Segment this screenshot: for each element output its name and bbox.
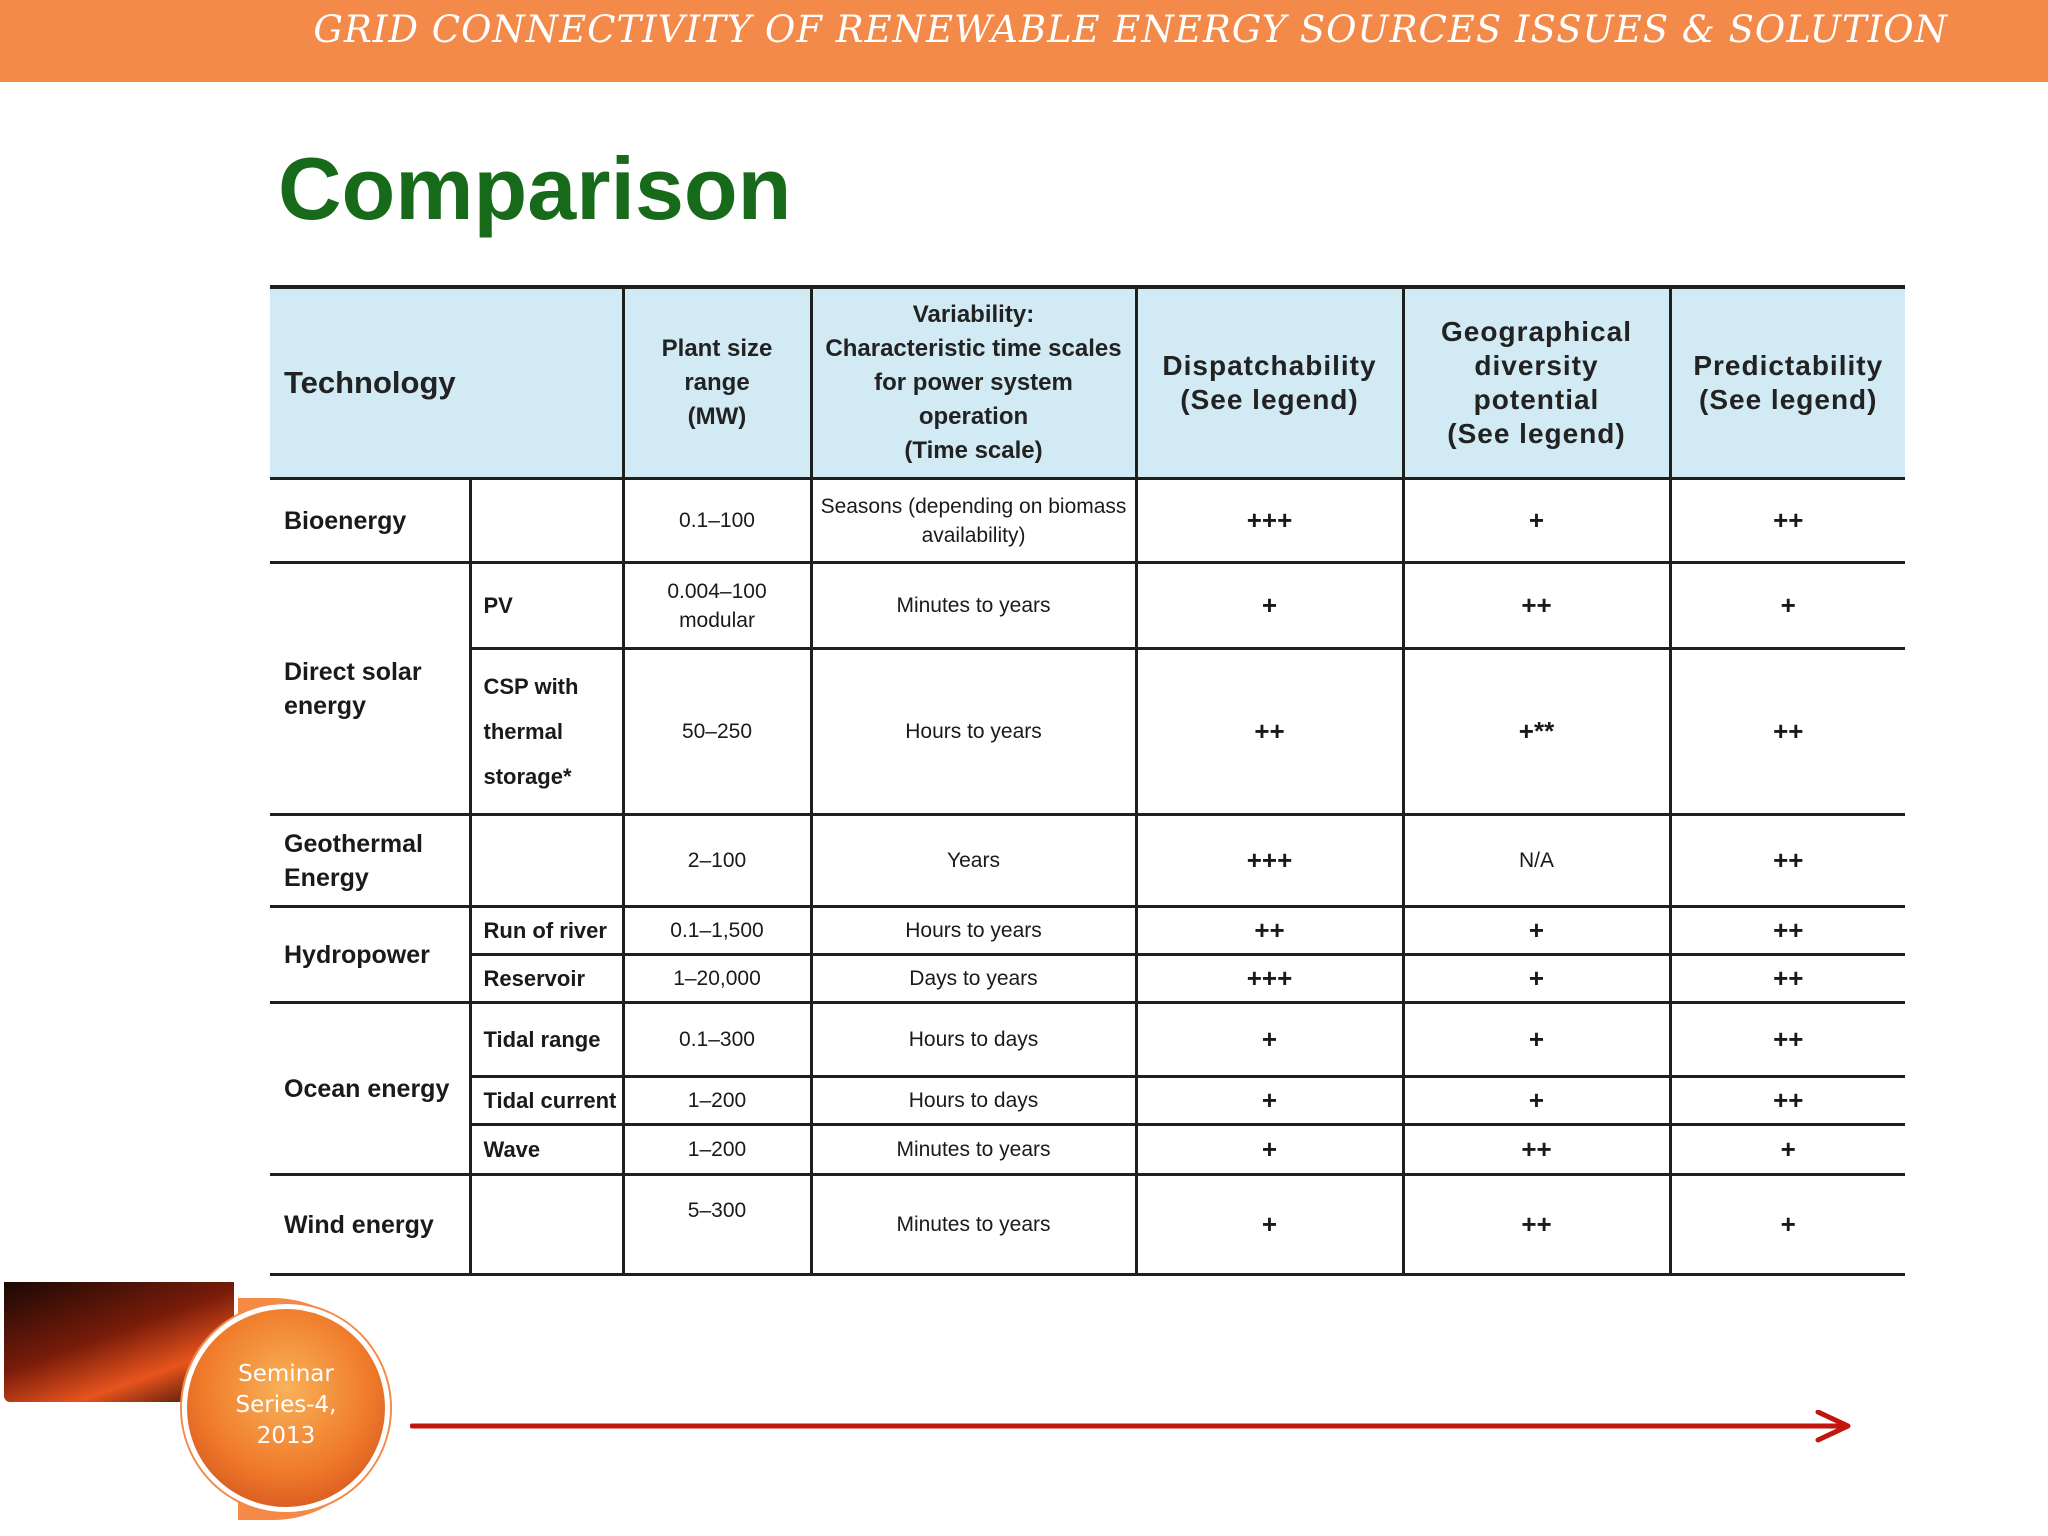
- plant-size-cell: 1–20,000: [623, 953, 813, 1004]
- predictability-cell: +: [1670, 1123, 1905, 1176]
- badge-line: Seminar: [238, 1361, 334, 1387]
- variability-cell: Minutes to years: [811, 1123, 1138, 1176]
- timeline-arrow-icon: [410, 1410, 1851, 1443]
- table-row: Wind energy 5–300 Minutes to years + ++ …: [270, 1173, 1905, 1276]
- badge-line: 2013: [256, 1423, 316, 1449]
- dispatchability-cell: +: [1136, 1075, 1405, 1126]
- table-header-row: Technology Plant size range (MW) Variabil…: [270, 285, 1905, 480]
- variability-cell: Seasons (depending on biomass availabilit…: [811, 477, 1138, 564]
- tech-geothermal: Geothermal Energy: [270, 813, 472, 908]
- plant-size-cell: 1–200: [623, 1075, 813, 1126]
- plant-size-cell: 0.1–100: [623, 477, 813, 564]
- comparison-table: Technology Plant size range (MW) Variabil…: [270, 285, 1905, 1276]
- header-technology: Technology: [270, 285, 625, 480]
- header-variability: Variability: Characteristic time scales fo…: [811, 285, 1138, 480]
- table-row: Hydropower Run of river 0.1–1,500 Hours …: [270, 905, 1905, 1004]
- variability-cell: Minutes to years: [811, 1173, 1138, 1276]
- geo-diversity-cell: +: [1403, 1001, 1672, 1078]
- subtech-wave: Wave: [470, 1123, 625, 1176]
- table-row: Direct solar energy PV 0.004–100 modular M…: [270, 561, 1905, 816]
- geo-diversity-cell: ++: [1403, 1123, 1672, 1176]
- plant-size-cell: 0.1–300: [623, 1001, 813, 1078]
- table-row: Wave 1–200 Minutes to years + ++ +: [270, 1123, 1905, 1176]
- table-row: Tidal current 1–200 Hours to days + + ++: [270, 1075, 1905, 1126]
- subtech-empty: [470, 1173, 625, 1276]
- dispatchability-cell: +++: [1136, 813, 1405, 908]
- predictability-cell: ++: [1670, 477, 1905, 564]
- badge-line: Series-4,: [235, 1392, 337, 1418]
- predictability-cell: ++: [1670, 1075, 1905, 1126]
- table-row: Bioenergy 0.1–100 Seasons (depending on …: [270, 477, 1905, 564]
- predictability-cell: ++: [1670, 1001, 1905, 1078]
- predictability-cell: ++: [1670, 813, 1905, 908]
- geo-diversity-cell: +: [1403, 953, 1672, 1004]
- dispatchability-cell: ++: [1136, 905, 1405, 956]
- dispatchability-cell: +: [1136, 1123, 1405, 1176]
- plant-size-cell: 5–300: [623, 1173, 813, 1276]
- predictability-cell: ++: [1670, 905, 1905, 956]
- geo-diversity-cell: N/A: [1403, 813, 1672, 908]
- dispatchability-cell: +++: [1136, 953, 1405, 1004]
- table-row: Geothermal Energy 2–100 Years +++ N/A ++: [270, 813, 1905, 908]
- tech-wind-energy: Wind energy: [270, 1173, 472, 1276]
- variability-cell: Hours to years: [811, 647, 1138, 816]
- tech-hydropower: Hydropower: [270, 905, 472, 1004]
- geo-diversity-cell: ++: [1403, 1173, 1672, 1276]
- predictability-cell: +: [1670, 561, 1905, 650]
- variability-cell: Years: [811, 813, 1138, 908]
- tech-direct-solar: Direct solar energy: [270, 561, 472, 816]
- table-row: Ocean energy Tidal range 0.1–300 Hours t…: [270, 1001, 1905, 1176]
- subtech-tidal-range: Tidal range: [470, 1001, 625, 1078]
- geo-diversity-cell: +: [1403, 1075, 1672, 1126]
- header-dispatchability: Dispatchability (See legend): [1136, 285, 1405, 480]
- subtech-empty: [470, 477, 625, 564]
- plant-size-cell: 50–250: [623, 647, 813, 816]
- subtech-empty: [470, 813, 625, 908]
- geo-diversity-cell: +**: [1403, 647, 1672, 816]
- plant-size-cell: 0.004–100 modular: [623, 561, 813, 650]
- variability-cell: Days to years: [811, 953, 1138, 1004]
- predictability-cell: ++: [1670, 647, 1905, 816]
- dispatchability-cell: +++: [1136, 477, 1405, 564]
- header-predictability: Predictability (See legend): [1670, 285, 1905, 480]
- tech-ocean-energy: Ocean energy: [270, 1001, 472, 1176]
- variability-cell: Minutes to years: [811, 561, 1138, 650]
- dispatchability-cell: +: [1136, 1001, 1405, 1078]
- dispatchability-cell: +: [1136, 1173, 1405, 1276]
- subtech-run-of-river: Run of river: [470, 905, 625, 956]
- plant-size-cell: 0.1–1,500: [623, 905, 813, 956]
- subtech-reservoir: Reservoir: [470, 953, 625, 1004]
- header-plant-size: Plant size range (MW): [623, 285, 813, 480]
- predictability-cell: +: [1670, 1173, 1905, 1276]
- subtech-tidal-current: Tidal current: [470, 1075, 625, 1126]
- header-geographical-diversity: Geographical diversity potential (See legen…: [1403, 285, 1672, 480]
- plant-size-cell: 2–100: [623, 813, 813, 908]
- table-row: Reservoir 1–20,000 Days to years +++ + +…: [270, 953, 1905, 1004]
- variability-cell: Hours to days: [811, 1075, 1138, 1126]
- geo-diversity-cell: +: [1403, 477, 1672, 564]
- predictability-cell: ++: [1670, 953, 1905, 1004]
- dispatchability-cell: +: [1136, 561, 1405, 650]
- table-row: CSP with thermal storage* 50–250 Hours to …: [270, 647, 1905, 816]
- banner-title: GRID CONNECTIVITY OF RENEWABLE ENERGY SO…: [313, 8, 1948, 51]
- geo-diversity-cell: +: [1403, 905, 1672, 956]
- dispatchability-cell: ++: [1136, 647, 1405, 816]
- variability-cell: Hours to days: [811, 1001, 1138, 1078]
- variability-cell: Hours to years: [811, 905, 1138, 956]
- plant-size-cell: 1–200: [623, 1123, 813, 1176]
- geo-diversity-cell: ++: [1403, 561, 1672, 650]
- tech-bioenergy: Bioenergy: [270, 477, 472, 564]
- seminar-badge: Seminar Series-4, 2013: [182, 1304, 390, 1512]
- subtech-csp: CSP with thermal storage*: [470, 647, 625, 816]
- slide-title: Comparison: [278, 139, 792, 238]
- subtech-pv: PV: [470, 561, 625, 650]
- header-banner: GRID CONNECTIVITY OF RENEWABLE ENERGY SO…: [0, 0, 2048, 82]
